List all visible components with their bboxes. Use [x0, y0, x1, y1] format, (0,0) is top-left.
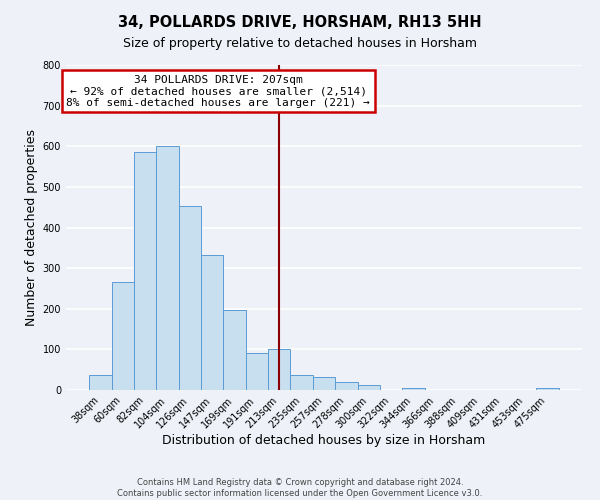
Bar: [157, 146, 179, 390]
Text: 34 POLLARDS DRIVE: 207sqm
← 92% of detached houses are smaller (2,514)
8% of sem: 34 POLLARDS DRIVE: 207sqm ← 92% of detac…: [67, 74, 370, 108]
Bar: [223, 310, 246, 390]
Text: Size of property relative to detached houses in Horsham: Size of property relative to detached ho…: [123, 38, 477, 51]
Y-axis label: Number of detached properties: Number of detached properties: [25, 129, 38, 326]
X-axis label: Distribution of detached houses by size in Horsham: Distribution of detached houses by size …: [163, 434, 485, 447]
Bar: [89, 374, 112, 390]
Bar: [134, 152, 157, 390]
Bar: [290, 374, 313, 390]
Bar: [313, 377, 335, 390]
Bar: [335, 382, 358, 390]
Text: Contains HM Land Registry data © Crown copyright and database right 2024.
Contai: Contains HM Land Registry data © Crown c…: [118, 478, 482, 498]
Text: 34, POLLARDS DRIVE, HORSHAM, RH13 5HH: 34, POLLARDS DRIVE, HORSHAM, RH13 5HH: [118, 15, 482, 30]
Bar: [246, 353, 268, 390]
Bar: [201, 255, 223, 390]
Bar: [112, 282, 134, 390]
Bar: [179, 206, 201, 390]
Bar: [268, 350, 290, 390]
Bar: [536, 388, 559, 390]
Bar: [358, 385, 380, 390]
Bar: [402, 388, 425, 390]
